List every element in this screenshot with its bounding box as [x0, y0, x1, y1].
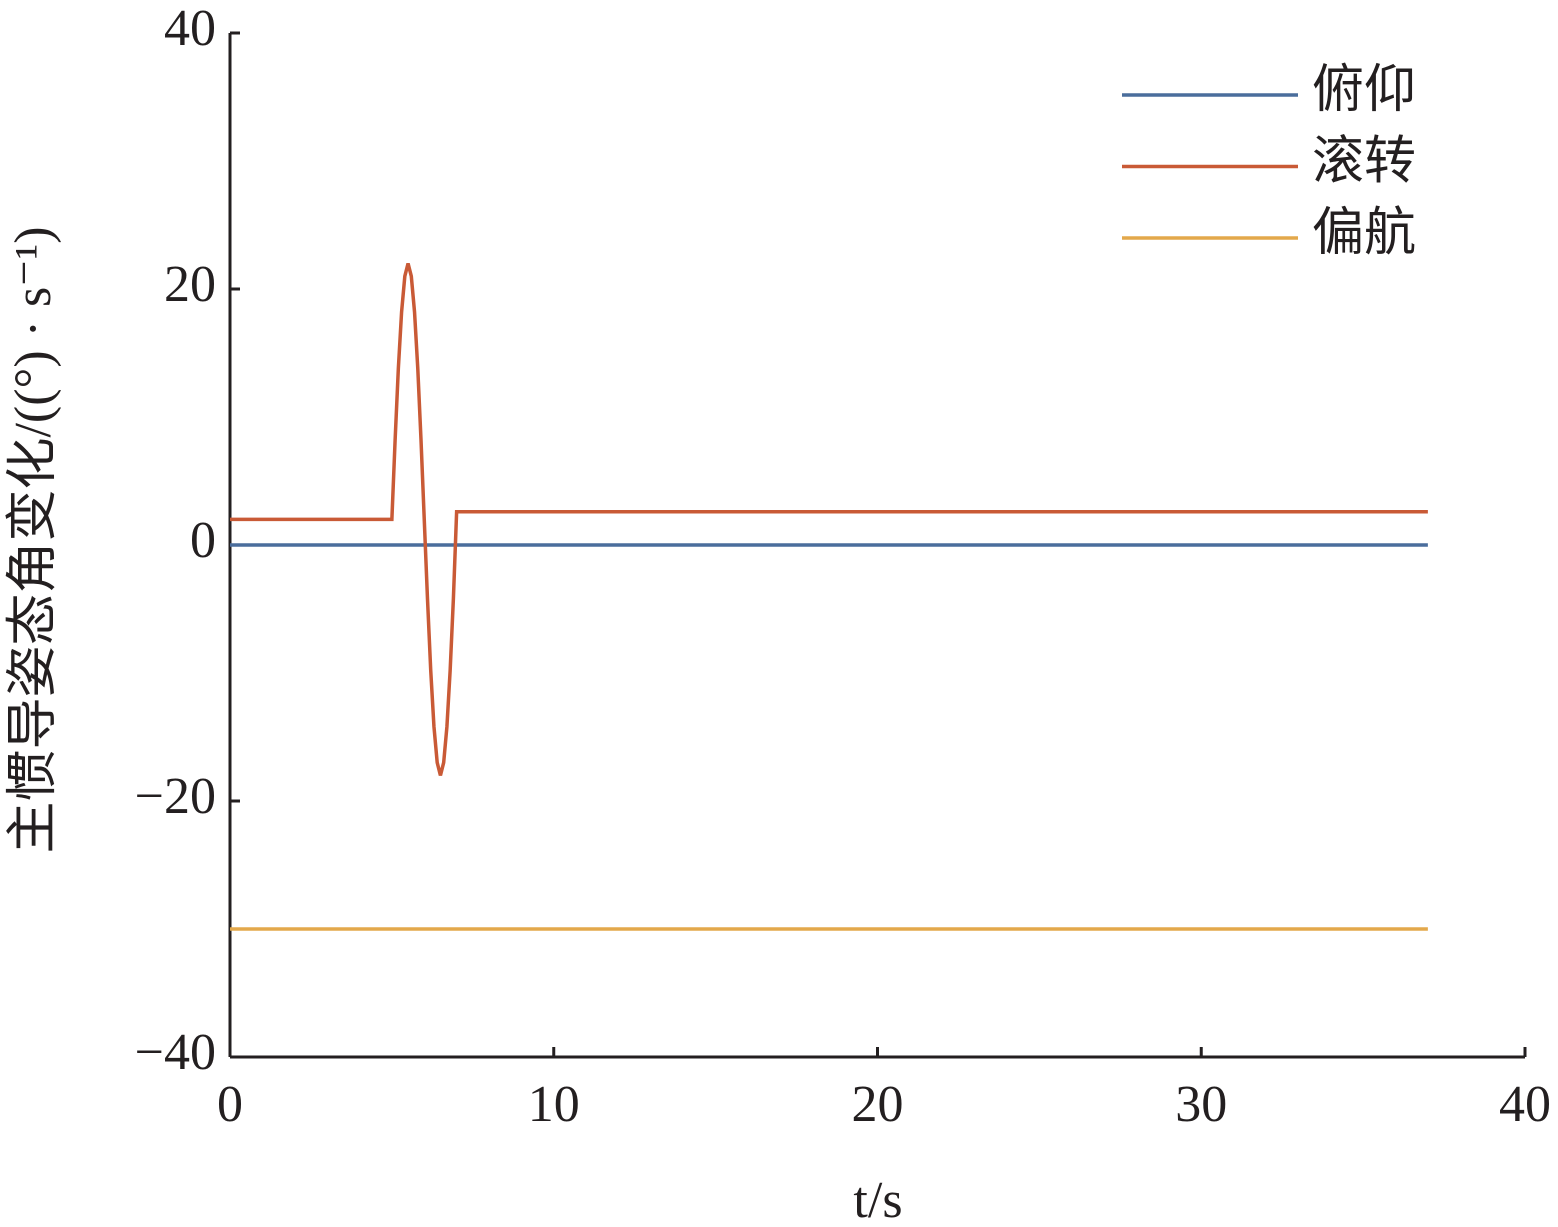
- legend-label: 偏航: [1312, 205, 1416, 262]
- series-line: [230, 262, 1428, 776]
- y-tick-label: 40: [164, 0, 216, 57]
- y-tick-label: 20: [164, 256, 216, 313]
- x-tick-label: 10: [528, 1076, 580, 1133]
- x-tick-label: 0: [217, 1076, 243, 1133]
- legend-label: 滚转: [1312, 133, 1416, 190]
- y-tick-label: 0: [190, 512, 216, 569]
- y-tick-label: −40: [135, 1024, 216, 1081]
- y-tick-label: −20: [135, 768, 216, 825]
- x-tick-label: 30: [1175, 1076, 1227, 1133]
- x-tick-label: 40: [1499, 1076, 1551, 1133]
- legend-label: 俯仰: [1312, 62, 1416, 119]
- x-tick-label: 20: [852, 1076, 904, 1133]
- x-axis-label: t/s: [853, 1172, 902, 1227]
- y-axis-label: 主惯导姿态角变化/((°) · s⁻¹): [5, 226, 62, 853]
